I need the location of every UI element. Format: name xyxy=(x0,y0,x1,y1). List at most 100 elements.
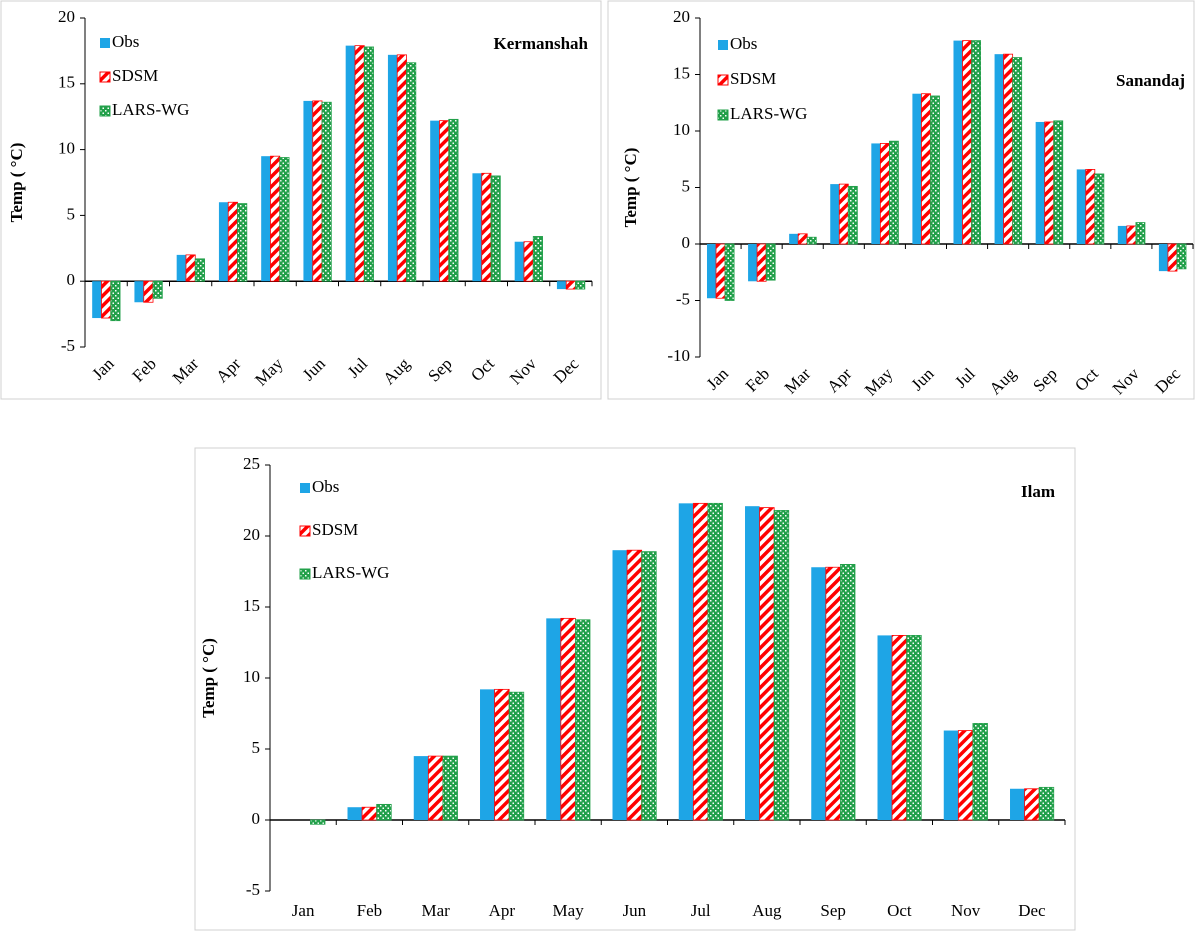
bar xyxy=(626,549,643,821)
bar xyxy=(811,567,826,820)
x-tick-label: Jul xyxy=(344,354,372,382)
x-tick-label: Feb xyxy=(128,354,159,385)
bar xyxy=(943,730,959,820)
y-tick-label: 10 xyxy=(58,139,75,158)
bar xyxy=(427,755,444,821)
bar xyxy=(480,689,495,820)
bar xyxy=(575,280,586,290)
x-tick-label: Jul xyxy=(691,901,711,920)
x-tick-label: May xyxy=(861,364,897,400)
bar xyxy=(678,503,694,820)
bar xyxy=(789,233,799,244)
x-tick-label: Oct xyxy=(467,354,498,385)
bar xyxy=(176,254,186,282)
y-tick-label: -10 xyxy=(667,346,690,365)
bar xyxy=(560,617,576,821)
bar xyxy=(994,54,1004,244)
bar xyxy=(514,241,524,282)
bar xyxy=(354,45,365,282)
legend-label: LARS-WG xyxy=(730,104,807,123)
bar xyxy=(840,564,856,821)
bar xyxy=(185,254,196,282)
x-tick-label: Sep xyxy=(424,354,455,385)
bar xyxy=(143,280,154,303)
bar xyxy=(508,691,525,821)
y-tick-label: 15 xyxy=(243,596,260,615)
bar xyxy=(347,807,363,820)
bar xyxy=(303,100,313,282)
y-axis-label: Temp ( °C) xyxy=(7,143,26,223)
y-axis-label: Temp ( °C) xyxy=(199,638,218,718)
bar xyxy=(270,155,281,282)
bar xyxy=(361,806,378,821)
bar xyxy=(641,551,657,821)
bar xyxy=(439,120,450,282)
bar xyxy=(101,280,112,319)
y-axis-label: Temp ( °C) xyxy=(621,148,640,228)
x-tick-label: Nov xyxy=(1109,364,1143,398)
y-tick-label: 0 xyxy=(252,809,261,828)
bar xyxy=(1012,57,1023,245)
legend-swatch xyxy=(299,568,311,580)
bar xyxy=(110,280,121,322)
bar xyxy=(1053,120,1064,245)
bar xyxy=(847,185,858,245)
legend-swatch xyxy=(299,525,311,537)
x-tick-label: Feb xyxy=(357,901,383,920)
x-tick-label: Mar xyxy=(169,354,203,388)
bar xyxy=(261,156,271,282)
legend-label: LARS-WG xyxy=(112,100,189,119)
x-tick-label: Apr xyxy=(489,901,516,920)
legend-label: LARS-WG xyxy=(312,563,389,582)
bar xyxy=(806,236,817,245)
bar xyxy=(406,62,417,282)
x-tick-label: Jul xyxy=(951,364,979,392)
bar xyxy=(1038,786,1055,821)
bar xyxy=(523,241,534,282)
bar xyxy=(765,243,776,281)
bar xyxy=(888,140,899,245)
legend-swatch xyxy=(300,483,310,493)
x-tick-label: Dec xyxy=(1151,364,1184,397)
bar xyxy=(363,46,374,282)
y-tick-label: 0 xyxy=(67,270,76,289)
y-tick-label: 20 xyxy=(243,525,260,544)
x-tick-label: Oct xyxy=(887,901,912,920)
bar xyxy=(1167,243,1178,272)
x-tick-label: Jan xyxy=(703,364,733,394)
x-tick-label: May xyxy=(251,354,287,390)
x-tick-label: Oct xyxy=(1071,364,1102,395)
x-tick-label: Feb xyxy=(742,364,773,395)
bar xyxy=(972,723,988,821)
chart-title: Kermanshah xyxy=(494,34,589,53)
bar xyxy=(797,233,808,245)
bar xyxy=(134,281,144,303)
x-tick-label: Nov xyxy=(506,354,540,388)
bar xyxy=(1010,788,1025,820)
legend-swatch xyxy=(717,74,729,86)
bar xyxy=(310,819,326,825)
bar xyxy=(1117,225,1127,244)
x-tick-label: Jun xyxy=(623,901,647,920)
bar xyxy=(396,54,407,282)
y-tick-label: 10 xyxy=(243,667,260,686)
bar xyxy=(838,183,849,245)
bar xyxy=(706,244,717,299)
x-tick-label: Dec xyxy=(1018,901,1046,920)
bar xyxy=(1085,169,1096,245)
legend-label: SDSM xyxy=(112,66,158,85)
bar xyxy=(227,201,238,282)
x-tick-label: Aug xyxy=(379,354,413,388)
bar xyxy=(532,236,543,282)
bar xyxy=(1158,244,1168,272)
y-tick-label: 10 xyxy=(673,120,690,139)
bar xyxy=(1176,243,1187,270)
x-tick-label: Mar xyxy=(781,364,815,398)
bar xyxy=(387,54,398,282)
y-tick-label: -5 xyxy=(246,880,260,899)
bar xyxy=(773,510,790,821)
bar xyxy=(218,202,229,282)
legend-swatch xyxy=(99,71,111,83)
bar xyxy=(1024,788,1040,821)
